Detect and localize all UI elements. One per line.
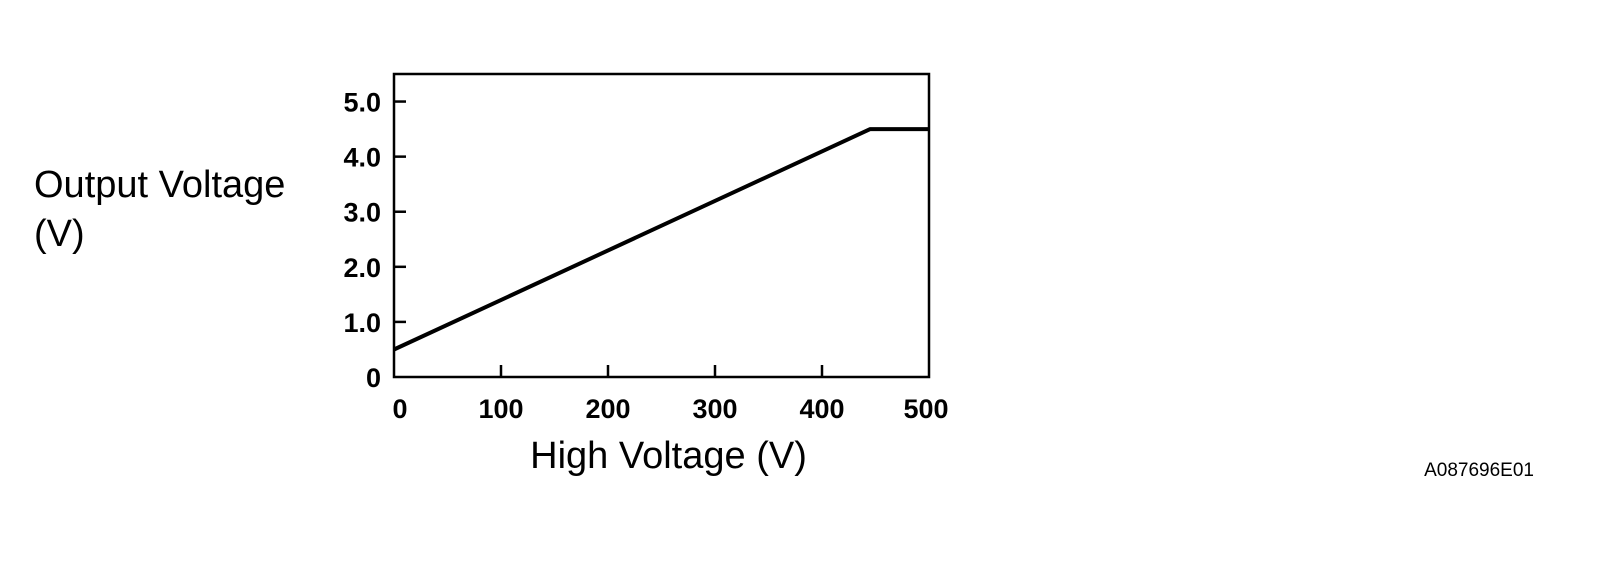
y-axis-title-line-1: Output Voltage (34, 164, 285, 206)
y-axis-title-line-2: (V) (34, 213, 85, 255)
series-group (393, 127, 929, 352)
y-tick-label: 5.0 (343, 88, 381, 118)
x-tick-label: 400 (799, 394, 844, 424)
x-tick-label: 200 (585, 394, 630, 424)
y-tick-label: 4.0 (343, 143, 381, 173)
x-tick-label: 300 (692, 394, 737, 424)
y-tick-label: 1.0 (343, 308, 381, 338)
y-tick-label: 3.0 (343, 198, 381, 228)
x-axis: 0 100 200 300 400 500 (392, 365, 949, 424)
series-line (393, 127, 929, 352)
plot-frame (392, 72, 931, 379)
y-axis: 0 1.0 2.0 3.0 4.0 5.0 (343, 88, 406, 393)
plot-area (392, 72, 931, 379)
x-tick-label: 100 (478, 394, 523, 424)
y-tick-label: 2.0 (343, 253, 381, 283)
x-axis-title: High Voltage (V) (530, 435, 807, 477)
x-tick-label: 0 (392, 394, 407, 424)
x-tick-label: 500 (903, 394, 948, 424)
figure-id: A087696E01 (1424, 460, 1534, 481)
y-tick-label: 0 (366, 363, 381, 393)
